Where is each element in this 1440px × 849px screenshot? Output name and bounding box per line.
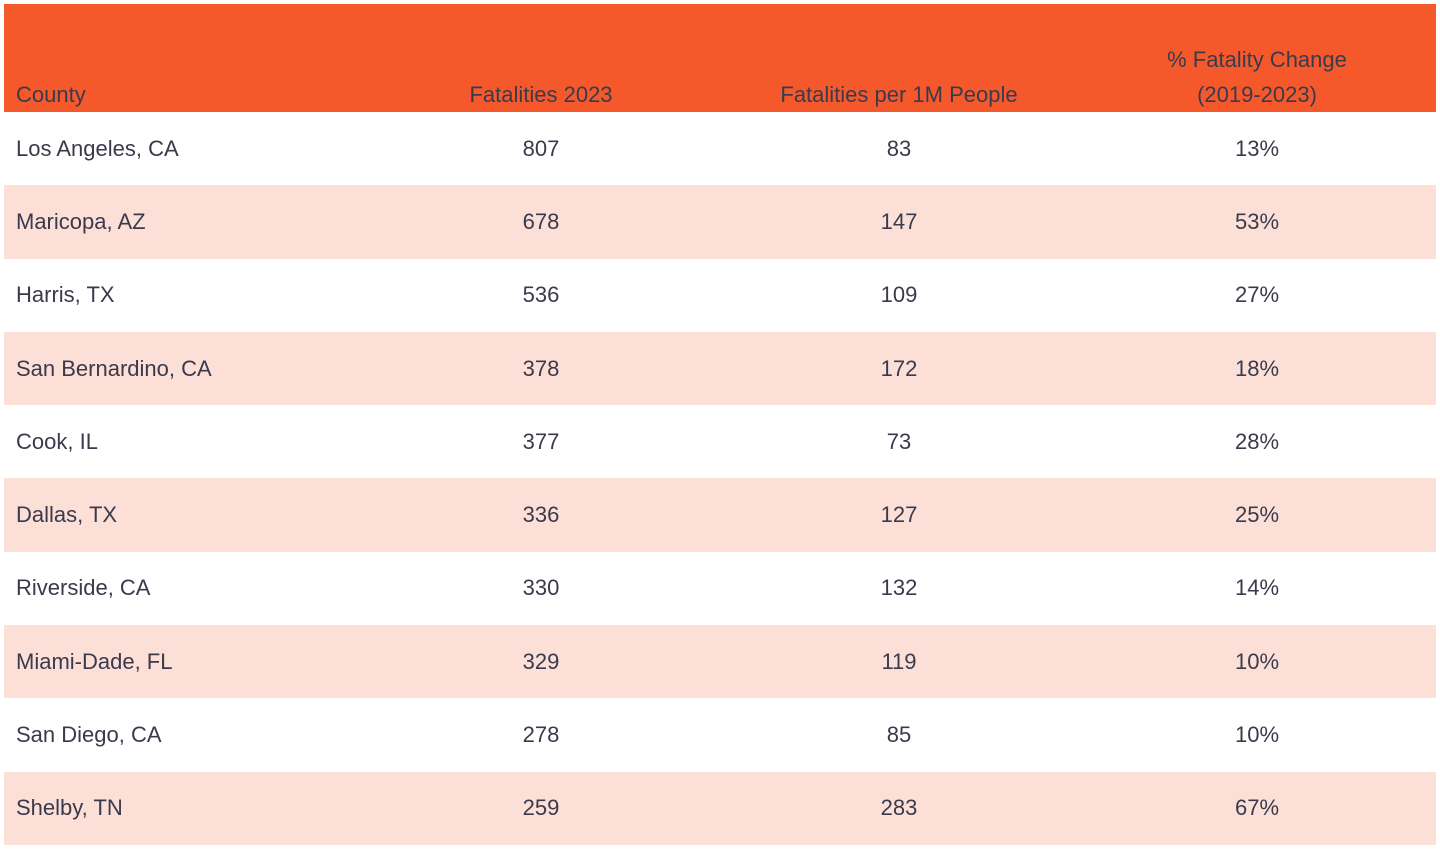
cell-per-1m: 132 [880,575,918,601]
table-row: San Diego, CA 278 85 10% [4,698,1436,772]
cell-county: San Bernardino, CA [16,355,212,381]
column-header-pct-change: % Fatality Change (2019-2023) [1078,4,1436,112]
cell-county: Dallas, TX [16,502,118,528]
cell-per-1m: 283 [880,795,918,821]
table-row: Miami-Dade, FL 329 119 10% [4,625,1436,699]
cell-fatalities-2023: 536 [522,282,560,308]
column-header-pct-change-label: % Fatality Change (2019-2023) [1167,46,1347,107]
cell-pct-change: 27% [1234,282,1280,308]
cell-county: Los Angeles, CA [16,135,179,161]
cell-county: San Diego, CA [16,722,162,748]
cell-pct-change: 53% [1234,208,1280,234]
cell-pct-change: 28% [1234,428,1280,454]
header-row: County Fatalities 2023 Fatalities per 1M… [4,4,1436,112]
cell-per-1m: 172 [880,355,918,381]
cell-fatalities-2023: 336 [522,502,560,528]
cell-pct-change: 13% [1234,135,1280,161]
cell-fatalities-2023: 329 [522,648,560,674]
cell-fatalities-2023: 678 [522,208,560,234]
cell-county: Harris, TX [16,282,115,308]
cell-fatalities-2023: 378 [522,355,560,381]
table-row: Riverside, CA 330 132 14% [4,551,1436,626]
cell-per-1m: 119 [881,648,917,674]
table-row: Cook, IL 377 73 28% [4,405,1436,479]
table-row: Shelby, TN 259 283 67% [4,771,1436,845]
cell-fatalities-2023: 278 [522,722,560,748]
cell-pct-change: 10% [1234,722,1280,748]
cell-fatalities-2023: 259 [522,795,560,821]
cell-pct-change: 67% [1234,795,1280,821]
cell-pct-change: 18% [1234,355,1280,381]
cell-pct-change: 25% [1234,502,1280,528]
table-row: Los Angeles, CA 807 83 13% [4,112,1436,186]
table-body: Los Angeles, CA 807 83 13% Maricopa, AZ … [4,112,1436,845]
table-row: Maricopa, AZ 678 147 53% [4,185,1436,259]
table-header: County Fatalities 2023 Fatalities per 1M… [4,4,1436,112]
cell-county: Shelby, TN [16,795,123,821]
cell-fatalities-2023: 807 [522,135,560,161]
column-header-fatalities-2023: Fatalities 2023 [362,4,720,112]
table-row: Harris, TX 536 109 27% [4,258,1436,332]
cell-county: Cook, IL [16,428,98,454]
cell-fatalities-2023: 330 [522,575,560,601]
column-header-county: County [4,4,362,112]
cell-pct-change: 10% [1234,648,1280,674]
table-row: Dallas, TX 336 127 25% [4,478,1436,552]
cell-per-1m: 83 [886,135,912,161]
cell-fatalities-2023: 377 [522,428,560,454]
column-header-per-1m: Fatalities per 1M People [720,4,1078,112]
cell-per-1m: 147 [880,208,918,234]
cell-per-1m: 73 [886,428,912,454]
fatalities-table: County Fatalities 2023 Fatalities per 1M… [4,4,1436,845]
cell-county: Maricopa, AZ [16,208,146,234]
table-row: San Bernardino, CA 378 172 18% [4,331,1436,406]
cell-per-1m: 85 [886,722,912,748]
cell-county: Miami-Dade, FL [16,648,173,674]
cell-per-1m: 109 [880,282,918,308]
cell-per-1m: 127 [880,502,918,528]
cell-county: Riverside, CA [16,575,151,601]
cell-pct-change: 14% [1234,575,1280,601]
